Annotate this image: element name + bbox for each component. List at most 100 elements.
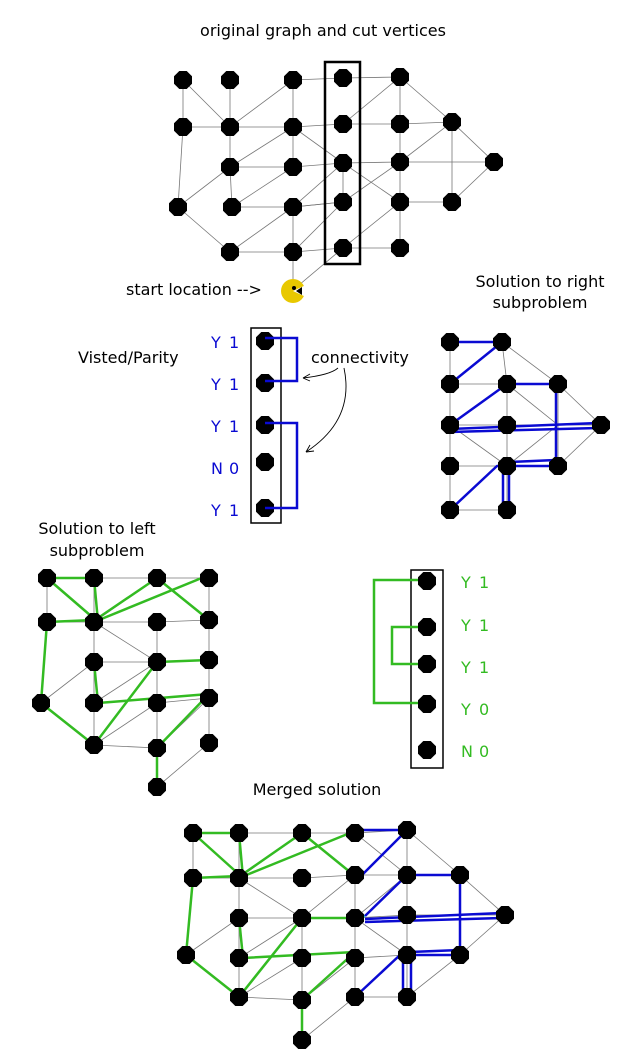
- cut-node: [334, 69, 352, 87]
- node: [443, 113, 461, 131]
- node: [441, 501, 459, 519]
- merged-right-path: [354, 828, 506, 998]
- merged-graph: [177, 821, 514, 1049]
- left-visited-3: Y: [460, 700, 471, 719]
- node: [148, 613, 166, 631]
- node: [200, 734, 218, 752]
- left-parity-3: 0: [479, 700, 489, 719]
- node: [391, 193, 409, 211]
- node: [443, 193, 461, 211]
- node: [200, 651, 218, 669]
- original-graph-nodes: [169, 68, 503, 261]
- cut-node: [256, 416, 274, 434]
- node: [293, 824, 311, 842]
- node: [496, 906, 514, 924]
- pacman-icon: [281, 279, 306, 303]
- node: [85, 694, 103, 712]
- node: [221, 71, 239, 89]
- right-solution-path: [449, 340, 602, 511]
- left-subproblem-graph: [32, 569, 218, 796]
- node: [221, 243, 239, 261]
- node: [284, 243, 302, 261]
- left-subproblem-title-2: subproblem: [50, 541, 145, 560]
- node: [169, 198, 187, 216]
- node: [230, 909, 248, 927]
- connectivity-label: connectivity: [311, 348, 409, 367]
- left-visited-0: Y: [460, 573, 471, 592]
- left-parity-0: 1: [479, 573, 489, 592]
- node: [398, 906, 416, 924]
- right-parity-0: 1: [229, 333, 239, 352]
- cut-node: [256, 332, 274, 350]
- node: [230, 869, 248, 887]
- node: [230, 949, 248, 967]
- node: [293, 1031, 311, 1049]
- node: [398, 988, 416, 1006]
- right-parity-1: 1: [229, 375, 239, 394]
- cut-node: [418, 741, 436, 759]
- node: [284, 71, 302, 89]
- left-solution-path: [39, 573, 211, 787]
- left-parity-2: 1: [479, 658, 489, 677]
- node: [441, 375, 459, 393]
- right-parity-3: 0: [229, 459, 239, 478]
- right-visited-0: Y: [210, 333, 221, 352]
- node: [451, 946, 469, 964]
- node: [200, 569, 218, 587]
- node: [184, 824, 202, 842]
- node: [230, 988, 248, 1006]
- node: [549, 375, 567, 393]
- original-graph: [169, 60, 503, 303]
- right-parity-4: 1: [229, 501, 239, 520]
- node: [200, 689, 218, 707]
- node: [391, 239, 409, 257]
- node: [200, 611, 218, 629]
- node: [85, 736, 103, 754]
- cut-node: [334, 239, 352, 257]
- node: [284, 118, 302, 136]
- node: [293, 949, 311, 967]
- node: [85, 613, 103, 631]
- left-subproblem-title-1: Solution to left: [38, 519, 155, 538]
- node: [38, 613, 56, 631]
- cut-vertices-frame: [323, 60, 362, 266]
- node: [391, 153, 409, 171]
- node: [221, 158, 239, 176]
- right-subproblem-title-2: subproblem: [493, 293, 588, 312]
- right-visited-3: N: [211, 459, 223, 478]
- node: [221, 118, 239, 136]
- node: [148, 739, 166, 757]
- node: [391, 115, 409, 133]
- node: [485, 153, 503, 171]
- left-parity-4: 0: [479, 742, 489, 761]
- node: [223, 198, 241, 216]
- left-connectivity-lines: [372, 578, 427, 705]
- node: [293, 869, 311, 887]
- node: [498, 375, 516, 393]
- node: [498, 416, 516, 434]
- right-visited-1: Y: [210, 375, 221, 394]
- node: [592, 416, 610, 434]
- node: [498, 457, 516, 475]
- cut-node: [346, 949, 364, 967]
- cut-node: [334, 115, 352, 133]
- cut-node: [418, 572, 436, 590]
- merged-left-path: [184, 831, 357, 1040]
- node: [284, 198, 302, 216]
- right-parity-2: 1: [229, 417, 239, 436]
- cut-node: [418, 618, 436, 636]
- cut-node: [346, 988, 364, 1006]
- cut-node: [334, 193, 352, 211]
- node: [451, 866, 469, 884]
- node: [398, 866, 416, 884]
- left-cut-frame: [410, 569, 444, 769]
- node: [174, 71, 192, 89]
- cut-node: [256, 453, 274, 471]
- node: [148, 653, 166, 671]
- cut-node: [346, 824, 364, 842]
- cut-node: [334, 154, 352, 172]
- node: [177, 946, 195, 964]
- cut-node: [346, 909, 364, 927]
- node: [85, 569, 103, 587]
- node: [284, 158, 302, 176]
